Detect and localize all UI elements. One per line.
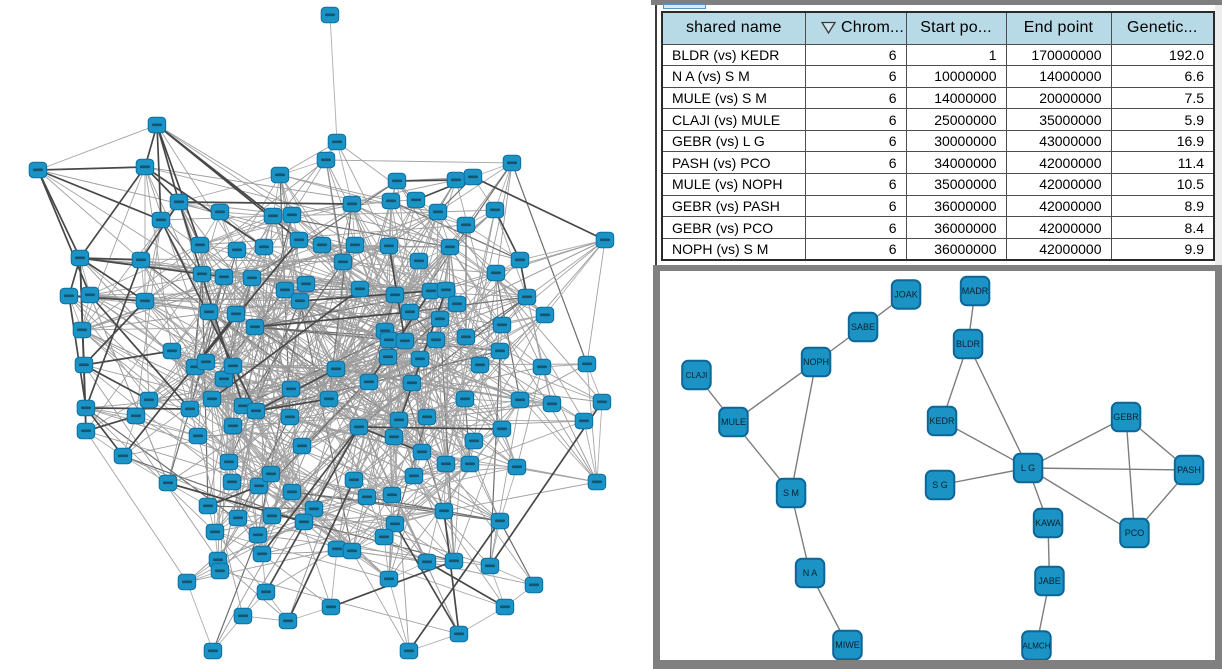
svg-text:MIWE: MIWE [835, 640, 860, 650]
svg-text:MADR: MADR [962, 286, 989, 296]
svg-text:KAWA: KAWA [1035, 518, 1061, 528]
svg-text:PASH: PASH [1177, 465, 1201, 475]
svg-text:S M: S M [783, 488, 799, 498]
svg-text:NOPH: NOPH [803, 357, 829, 367]
svg-text:L G: L G [1021, 463, 1035, 473]
svg-text:KEDR: KEDR [929, 416, 955, 426]
svg-text:JOAK: JOAK [894, 290, 918, 300]
svg-text:ALMCH: ALMCH [1022, 642, 1050, 651]
svg-text:BLDR: BLDR [956, 339, 981, 349]
svg-text:MULE: MULE [721, 417, 746, 427]
svg-text:PCO: PCO [1125, 528, 1145, 538]
svg-text:N A: N A [803, 568, 818, 578]
svg-text:SABE: SABE [851, 322, 875, 332]
svg-text:GEBR: GEBR [1113, 412, 1139, 422]
svg-text:JABE: JABE [1038, 576, 1061, 586]
svg-text:S G: S G [932, 480, 948, 490]
svg-text:CLAJI: CLAJI [686, 371, 708, 380]
